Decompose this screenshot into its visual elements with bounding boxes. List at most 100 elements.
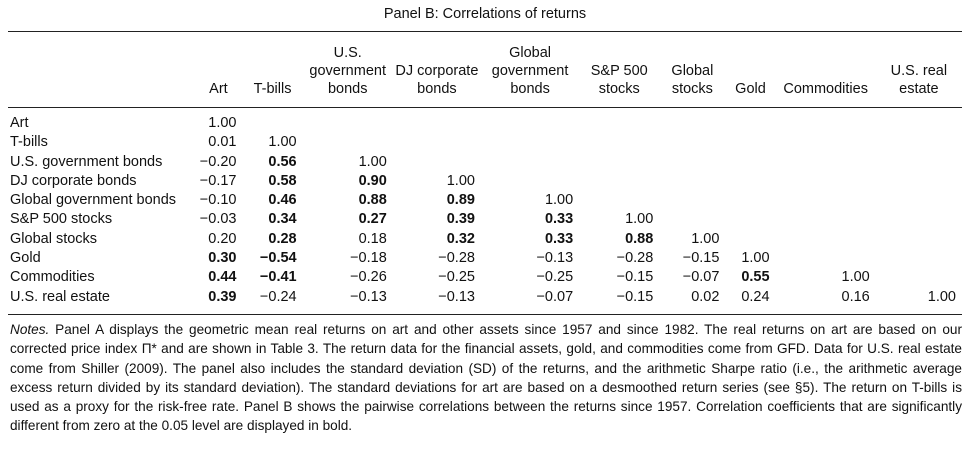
empty-cell <box>876 249 962 268</box>
correlation-cell: −0.20 <box>199 153 237 170</box>
correlation-cell: 1.00 <box>446 172 475 189</box>
row-label: Global government bonds <box>10 192 177 209</box>
table-row: Commodities 0.44 −0.41 −0.26 −0.25 −0.25 −0.15… <box>8 268 962 287</box>
column-header: S&P 500 stocks <box>590 63 648 97</box>
empty-cell <box>659 172 725 191</box>
row-label: Commodities <box>10 269 95 286</box>
header-row: Art T-bills U.S. government bonds DJ cor… <box>8 40 962 98</box>
correlation-cell: −0.10 <box>199 192 237 209</box>
correlation-cell: 0.90 <box>358 172 387 189</box>
correlation-cell: 0.89 <box>446 192 475 209</box>
correlation-cell: −0.28 <box>616 250 654 267</box>
header-rule <box>8 107 962 108</box>
empty-cell <box>659 153 725 172</box>
table-row: T-bills 0.01 1.00 <box>8 133 962 152</box>
correlation-cell: −0.41 <box>259 269 297 286</box>
table-notes: Notes. Panel A displays the geometric me… <box>10 320 962 436</box>
empty-cell <box>393 114 481 133</box>
correlation-cell: 1.00 <box>544 192 574 209</box>
column-header: Gold <box>735 81 766 97</box>
empty-cell <box>876 114 962 133</box>
correlation-cell: 0.30 <box>208 250 237 267</box>
column-header: Global government bonds <box>491 45 569 97</box>
correlation-cell: 0.39 <box>208 288 237 305</box>
table-row: Gold 0.30 −0.54 −0.18 −0.28 −0.13 −0.28 −0.15 1.… <box>8 249 962 268</box>
correlation-cell: −0.24 <box>259 288 297 305</box>
bottom-rule <box>8 314 962 315</box>
correlation-cell: −0.28 <box>438 250 475 267</box>
empty-cell <box>776 153 876 172</box>
column-header: T-bills <box>253 81 292 97</box>
correlation-cell: −0.13 <box>438 288 475 305</box>
correlation-cell: 0.39 <box>446 211 475 228</box>
empty-cell <box>481 172 579 191</box>
empty-cell <box>303 133 393 152</box>
empty-cell <box>659 210 725 229</box>
column-header: U.S. government bonds <box>309 45 386 97</box>
correlation-cell: 0.33 <box>544 230 574 247</box>
correlation-cell: −0.03 <box>199 211 237 228</box>
empty-cell <box>776 210 876 229</box>
correlation-cell: 0.56 <box>268 153 297 170</box>
empty-cell <box>876 133 962 152</box>
correlation-cell: 0.16 <box>841 288 870 305</box>
empty-cell <box>725 114 775 133</box>
top-rule <box>8 31 962 32</box>
empty-cell <box>659 191 725 210</box>
table-row: Art 1.00 <box>8 114 962 133</box>
correlation-cell: 1.00 <box>358 153 387 170</box>
correlation-cell: 0.55 <box>741 269 770 286</box>
table-row: U.S. government bonds −0.20 0.56 1.00 <box>8 153 962 172</box>
correlation-cell: 0.27 <box>358 211 387 228</box>
row-label: DJ corporate bonds <box>10 172 137 189</box>
empty-cell <box>579 153 659 172</box>
correlation-cell: 0.44 <box>208 269 237 286</box>
correlation-cell: −0.54 <box>259 250 297 267</box>
empty-cell <box>876 210 962 229</box>
correlation-cell: −0.13 <box>350 288 387 305</box>
empty-cell <box>725 191 775 210</box>
correlation-cell: 1.00 <box>741 250 770 267</box>
empty-cell <box>725 230 775 249</box>
row-label: Art <box>10 115 29 131</box>
empty-cell <box>725 210 775 229</box>
correlation-cell: −0.13 <box>536 250 574 267</box>
correlation-cell: −0.26 <box>350 269 387 286</box>
table-row: Global government bonds −0.10 0.46 0.88 0.89… <box>8 191 962 210</box>
empty-cell <box>725 172 775 191</box>
correlation-cell: −0.25 <box>438 269 475 286</box>
correlation-cell: 1.00 <box>268 134 297 151</box>
correlation-cell: 1.00 <box>841 269 870 286</box>
empty-cell <box>481 153 579 172</box>
correlation-cell: −0.17 <box>199 172 237 189</box>
correlation-cell: 0.18 <box>358 230 387 247</box>
empty-cell <box>776 114 876 133</box>
empty-cell <box>876 230 962 249</box>
empty-cell <box>776 172 876 191</box>
notes-text: Panel A displays the geometric mean real… <box>10 322 962 434</box>
correlation-cell: 0.46 <box>268 192 297 209</box>
empty-cell <box>776 133 876 152</box>
table-body: Art 1.00 T-bills 0.01 1.00 U.S. government bo… <box>8 98 962 307</box>
empty-cell <box>659 114 725 133</box>
correlation-cell: −0.07 <box>682 269 720 286</box>
column-header: U.S. real estate <box>890 63 948 97</box>
column-header: Commodities <box>783 81 868 97</box>
correlation-cell: −0.25 <box>536 269 574 286</box>
row-label: U.S. government bonds <box>10 153 163 170</box>
correlation-cell: 0.20 <box>208 230 237 247</box>
row-label: S&P 500 stocks <box>10 211 113 228</box>
empty-cell <box>393 133 481 152</box>
correlation-cell: 1.00 <box>691 230 720 247</box>
empty-cell <box>242 114 302 133</box>
row-label: Gold <box>10 250 41 267</box>
empty-cell <box>776 191 876 210</box>
correlation-cell: −0.15 <box>616 269 654 286</box>
empty-cell <box>876 268 962 287</box>
corner-cell <box>8 40 194 98</box>
correlation-cell: 0.88 <box>358 192 387 209</box>
correlation-cell: 0.02 <box>691 288 720 305</box>
row-label: U.S. real estate <box>10 288 110 305</box>
table-row: DJ corporate bonds −0.17 0.58 0.90 1.00 <box>8 172 962 191</box>
correlation-cell: 0.24 <box>741 288 770 305</box>
